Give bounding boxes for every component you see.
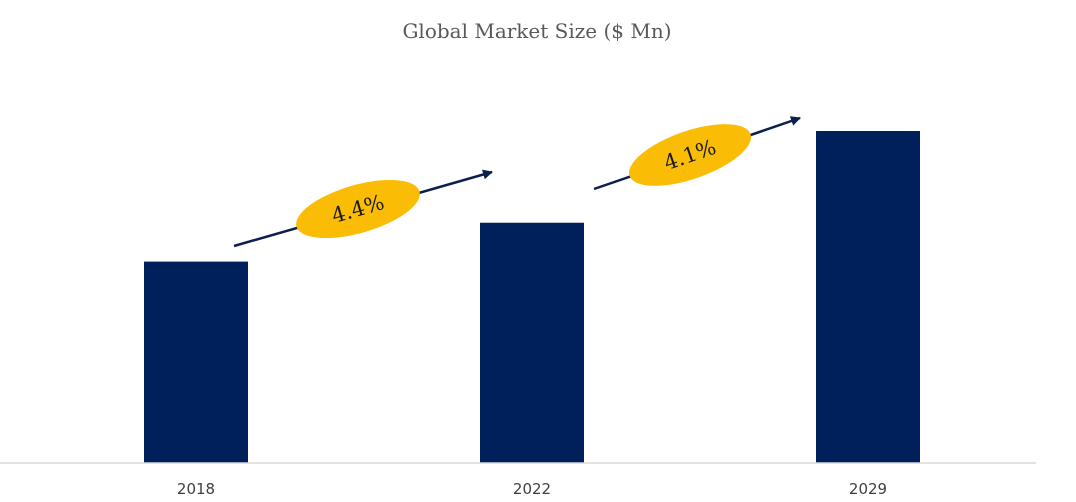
x-tick-labels: 2018 2022 2029 [177, 480, 887, 498]
bar-2029 [816, 131, 920, 463]
bar-2022 [480, 222, 584, 463]
x-tick-label: 2029 [849, 480, 887, 498]
x-tick-label: 2022 [513, 480, 551, 498]
cagr-annotation: 4.4% [233, 169, 493, 248]
cagr-badge [628, 124, 752, 186]
bar-2018 [144, 261, 248, 463]
cagr-annotation: 4.1% [593, 116, 801, 191]
chart-title: Global Market Size ($ Mn) [402, 19, 671, 43]
x-tick-label: 2018 [177, 480, 215, 498]
bars-layer [144, 131, 920, 463]
cagr-annotations: 4.4% 4.1% [233, 116, 801, 248]
cagr-badge [296, 179, 420, 239]
